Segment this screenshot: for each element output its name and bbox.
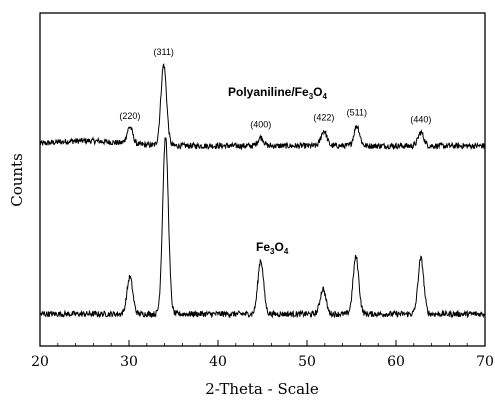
- x-tick-label: 50: [298, 354, 316, 370]
- x-axis-tick-labels: 20 30 40 50 60 70: [31, 354, 494, 370]
- peak-label: (511): [347, 108, 367, 118]
- x-tick-label: 70: [476, 354, 494, 370]
- plot-frame: [39, 12, 486, 347]
- series-line-fe3o4: [39, 137, 486, 319]
- peak-label: (220): [119, 111, 140, 121]
- x-tick-label: 40: [209, 354, 227, 370]
- peak-labels: (220) (311) (400) (422) (511) (440): [119, 47, 431, 129]
- y-axis-label: Counts: [8, 153, 26, 207]
- series-lines: [39, 63, 486, 319]
- x-tick-label: 20: [31, 354, 49, 370]
- series-line-polyaniline: [39, 63, 486, 151]
- series-label-polyaniline: Polyaniline/Fe3O4: [228, 85, 328, 101]
- peak-label: (311): [154, 47, 174, 57]
- peak-label: (422): [313, 113, 334, 123]
- x-tick-label: 60: [387, 354, 405, 370]
- series-label-fe3o4: Fe3O4: [256, 240, 289, 256]
- peak-label: (440): [410, 114, 431, 124]
- x-tick-label: 30: [120, 354, 138, 370]
- peak-label: (400): [250, 119, 271, 129]
- x-axis-ticks: [39, 340, 486, 346]
- x-axis-label: 2-Theta - Scale: [205, 380, 319, 398]
